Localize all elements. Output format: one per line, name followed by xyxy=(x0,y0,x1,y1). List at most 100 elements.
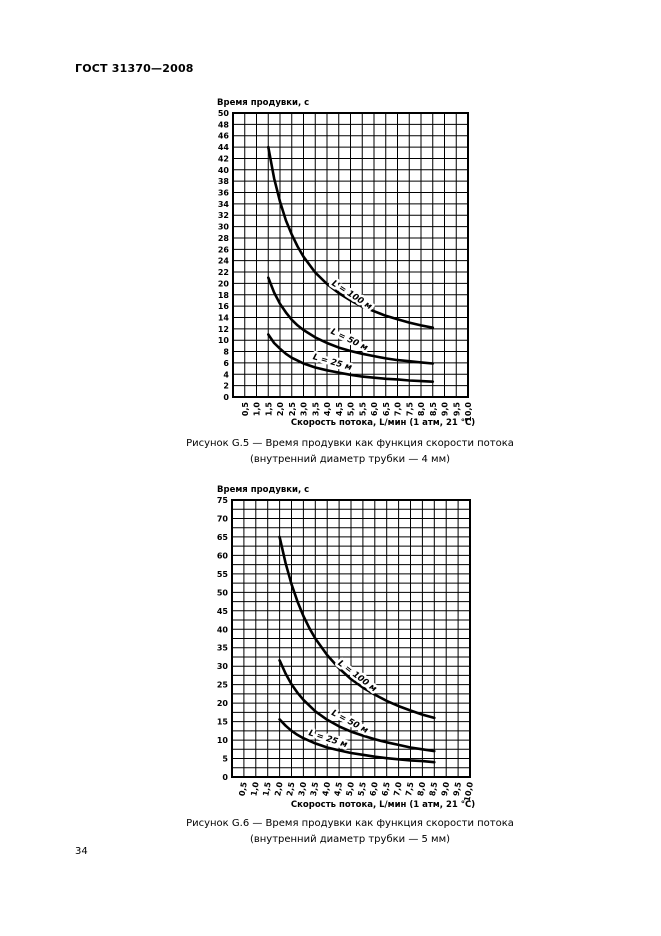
y-tick-label: 0 xyxy=(223,393,229,402)
y-tick-label: 25 xyxy=(217,681,229,690)
y-tick-label: 65 xyxy=(217,533,229,542)
y-tick-label: 75 xyxy=(217,496,229,505)
x-tick-label: 5,0 xyxy=(347,402,356,417)
series-curve-0 xyxy=(278,535,436,720)
y-tick-label: 48 xyxy=(218,120,230,129)
x-tick-label: 1,5 xyxy=(264,402,273,417)
x-axis-title: Скорость потока, L/мин (1 атм, 21 °C) xyxy=(291,418,475,428)
x-tick-label: 4,5 xyxy=(335,402,344,417)
y-tick-label: 28 xyxy=(218,234,230,243)
x-tick-label: 9,5 xyxy=(452,781,463,797)
caption-line-2: (внутренний диаметр трубки — 5 мм) xyxy=(249,833,451,845)
x-tick-label: 7,0 xyxy=(392,781,403,797)
x-tick-label: 2,5 xyxy=(288,402,297,417)
x-tick-label: 9,0 xyxy=(440,781,451,797)
series-curve-2 xyxy=(267,333,435,383)
grid xyxy=(233,113,468,397)
y-tick-label: 50 xyxy=(217,588,229,597)
x-tick-label: 8,0 xyxy=(417,402,426,417)
y-tick-label: 40 xyxy=(218,166,230,175)
plot-frame xyxy=(232,112,469,398)
y-tick-label: 38 xyxy=(218,177,230,186)
x-tick-label: 6,5 xyxy=(382,402,391,417)
document-header: ГОСТ 31370—2008 xyxy=(75,62,194,75)
y-tick-label: 34 xyxy=(218,200,230,209)
x-tick-label: 4,5 xyxy=(333,781,344,797)
caption-line-1: Рисунок G.6 — Время продувки как функция… xyxy=(186,818,514,829)
x-tick-label: 1,5 xyxy=(261,781,272,797)
x-tick-label: 7,5 xyxy=(405,402,414,417)
plot-frame xyxy=(231,499,471,778)
x-tick-label: 1,0 xyxy=(253,402,262,417)
y-tick-label: 35 xyxy=(217,644,229,653)
y-axis-title: Время продувки, с xyxy=(217,98,309,108)
x-tick-label: 1,0 xyxy=(249,781,260,797)
x-tick-label: 3,0 xyxy=(297,781,308,797)
x-tick-label: 7,0 xyxy=(394,402,403,417)
y-tick-label: 30 xyxy=(218,223,230,232)
x-axis-tick-labels: 0,5 1,0 1,5 2,0 2,5 3,0 3,5 4,0 4,5 5,0 5,5 6,0 6,5 7… xyxy=(237,781,474,802)
y-tick-label: 22 xyxy=(218,268,229,277)
x-tick-label: 3,5 xyxy=(309,781,320,797)
x-tick-label: 2,5 xyxy=(285,781,296,797)
x-axis-title: Скорость потока, L/мин (1 атм, 21 °C) xyxy=(291,800,475,810)
x-tick-label: 0,5 xyxy=(241,402,250,417)
y-tick-label: 15 xyxy=(217,718,229,727)
x-tick-label: 4,0 xyxy=(323,402,332,417)
y-tick-label: 5 xyxy=(222,755,228,764)
x-tick-label: 9,5 xyxy=(452,402,461,417)
y-tick-label: 2 xyxy=(223,382,229,391)
y-tick-label: 12 xyxy=(218,325,229,334)
x-tick-label: 4,0 xyxy=(321,781,332,797)
y-tick-label: 42 xyxy=(218,154,229,163)
y-tick-label: 20 xyxy=(218,279,230,288)
grid xyxy=(232,500,470,777)
x-tick-label: 2,0 xyxy=(273,781,284,797)
y-tick-label: 20 xyxy=(217,699,229,708)
y-tick-label: 36 xyxy=(218,189,230,198)
x-tick-label: 6,5 xyxy=(380,781,391,797)
y-tick-label: 60 xyxy=(217,551,229,560)
x-tick-label: 8,5 xyxy=(428,781,439,797)
y-tick-label: 16 xyxy=(218,302,230,311)
y-tick-label: 10 xyxy=(218,336,230,345)
x-tick-label: 10,0 xyxy=(463,781,475,802)
y-tick-label: 26 xyxy=(218,245,230,254)
y-axis-tick-labels: 0 5 10 15 20 25 30 35 40 45 50 55 60 65 70 75 xyxy=(217,496,229,782)
y-tick-label: 4 xyxy=(223,370,229,379)
y-tick-label: 46 xyxy=(218,132,230,141)
purge-time-chart-4mm: 0246810121416182022242628303234363840424… xyxy=(217,98,475,428)
x-tick-label: 10,0 xyxy=(464,402,473,422)
y-tick-label: 70 xyxy=(217,514,229,523)
y-tick-label: 50 xyxy=(218,109,230,118)
x-tick-label: 5,0 xyxy=(345,781,356,797)
y-tick-label: 32 xyxy=(218,211,229,220)
y-tick-label: 44 xyxy=(218,143,230,152)
y-tick-label: 40 xyxy=(217,625,229,634)
y-tick-label: 45 xyxy=(217,607,229,616)
y-tick-label: 18 xyxy=(218,291,230,300)
series-curve-0 xyxy=(267,145,435,329)
x-tick-label: 0,5 xyxy=(237,781,248,797)
y-axis-title: Время продувки, с xyxy=(217,485,309,495)
x-tick-label: 5,5 xyxy=(358,402,367,417)
x-tick-label: 9,0 xyxy=(441,402,450,417)
figure-g5-caption: Рисунок G.5 — Время продувки как функция… xyxy=(110,436,590,467)
series-curve-2 xyxy=(278,718,436,764)
x-tick-label: 8,5 xyxy=(429,402,438,417)
x-tick-label: 3,0 xyxy=(300,402,309,417)
y-tick-label: 10 xyxy=(217,736,229,745)
caption-line-1: Рисунок G.5 — Время продувки как функция… xyxy=(186,438,514,449)
y-tick-label: 55 xyxy=(217,570,229,579)
figure-g6-caption: Рисунок G.6 — Время продувки как функция… xyxy=(110,816,590,847)
series-curve-1 xyxy=(267,276,435,365)
series-label-0: L = 100 м xyxy=(336,659,379,695)
y-tick-label: 30 xyxy=(217,662,229,671)
x-tick-label: 5,5 xyxy=(356,781,367,797)
x-axis-tick-labels: 0,5 1,0 1,5 2,0 2,5 3,0 3,5 4,0 4,5 5,0 5,5 6,0 6,5 7… xyxy=(241,402,473,422)
y-tick-label: 8 xyxy=(223,348,229,357)
y-tick-label: 24 xyxy=(218,257,230,266)
y-axis-tick-labels: 0246810121416182022242628303234363840424… xyxy=(218,109,230,402)
